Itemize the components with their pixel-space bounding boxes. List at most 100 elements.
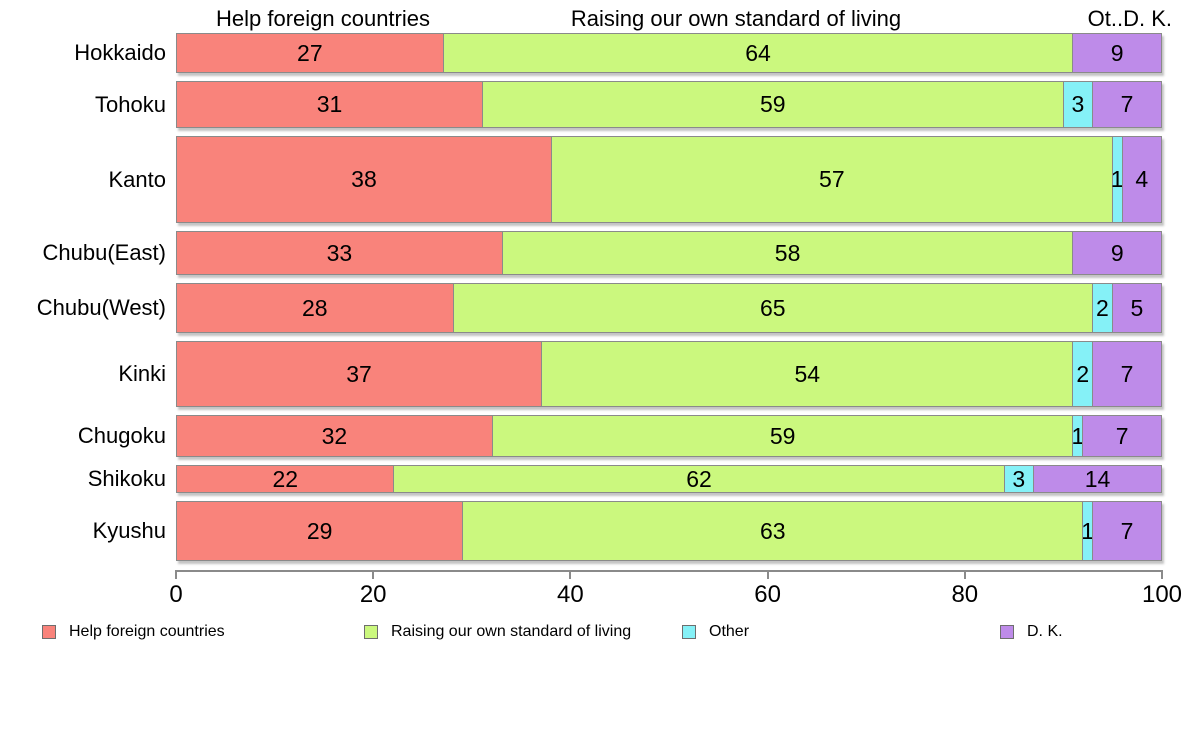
segment-value-label: 29 <box>306 517 333 544</box>
legend-swatch <box>364 625 378 639</box>
segment-value-label: 54 <box>794 360 821 387</box>
bar-segment-raising-our-own-standard-of-living: 63 <box>462 502 1083 560</box>
legend-item: Help foreign countries <box>42 623 225 641</box>
legend-label: Raising our own standard of living <box>391 623 632 640</box>
bar-segment-d-k: 9 <box>1072 34 1161 72</box>
bar-track: 31 59 3 7 <box>176 81 1162 128</box>
bar-segment-raising-our-own-standard-of-living: 58 <box>501 232 1073 274</box>
segment-value-label: 22 <box>272 465 299 492</box>
bar-track: 32 59 1 7 <box>176 415 1162 457</box>
bar-segment-other: 2 <box>1072 342 1093 406</box>
bar-segment-raising-our-own-standard-of-living: 65 <box>452 284 1093 332</box>
bar-segment-raising-our-own-standard-of-living: 54 <box>541 342 1073 406</box>
bar-segment-help-foreign-countries: 33 <box>177 232 502 274</box>
bar-row: Kanto 38 57 1 4 <box>0 136 1188 223</box>
segment-value-label: 32 <box>321 422 348 449</box>
bar-segment-d-k: 4 <box>1121 137 1161 222</box>
column-header-help-foreign: Help foreign countries <box>215 6 430 31</box>
bar-row: Chugoku 32 59 1 7 <box>0 415 1188 457</box>
row-label: Chubu(West) <box>36 295 166 320</box>
legend-item: Other <box>682 623 749 641</box>
segment-value-label: 3 <box>1071 91 1085 117</box>
segment-value-label: 3 <box>1012 465 1026 492</box>
segment-value-label: 1 <box>1081 517 1095 544</box>
legend-item: D. K. <box>1000 623 1063 641</box>
bar-segment-raising-our-own-standard-of-living: 57 <box>550 137 1112 222</box>
segment-value-label: 38 <box>351 166 377 192</box>
segment-value-label: 31 <box>316 91 343 117</box>
x-axis-tick-label: 60 <box>754 581 781 608</box>
segment-value-label: 2 <box>1096 294 1109 321</box>
bar-segment-raising-our-own-standard-of-living: 64 <box>442 34 1073 72</box>
bar-segment-d-k: 7 <box>1092 502 1161 560</box>
segment-value-label: 59 <box>769 422 796 449</box>
bar-track: 22 62 3 14 <box>176 465 1162 493</box>
bar-segment-help-foreign-countries: 28 <box>177 284 453 332</box>
row-label: Shikoku <box>87 466 166 491</box>
segment-value-label: 1 <box>1071 422 1085 449</box>
segment-value-label: 28 <box>301 294 328 321</box>
bar-segment-help-foreign-countries: 27 <box>177 34 443 72</box>
row-label: Chubu(East) <box>42 240 166 265</box>
bar-track: 29 63 1 7 <box>176 501 1162 561</box>
row-label: Kinki <box>118 361 166 386</box>
segment-value-label: 7 <box>1115 422 1129 449</box>
segment-value-label: 7 <box>1120 91 1134 117</box>
segment-value-label: 1 <box>1110 166 1124 192</box>
column-header-raising-standard: Raising our own standard of living <box>570 6 902 31</box>
x-axis-tick <box>766 570 769 579</box>
row-label: Kanto <box>108 166 167 192</box>
x-axis-tick-label: 100 <box>1141 581 1183 608</box>
segment-value-label: 33 <box>326 239 353 266</box>
row-label: Chugoku <box>77 423 166 448</box>
bar-row: Kyushu 29 63 1 7 <box>0 501 1188 561</box>
x-axis-tick <box>569 570 572 579</box>
row-label: Tohoku <box>95 91 166 117</box>
row-label: Kyushu <box>92 518 166 543</box>
segment-value-label: 37 <box>346 360 372 387</box>
bar-segment-other: 3 <box>1062 82 1093 127</box>
bar-row: Chubu(West) 28 65 2 5 <box>0 283 1188 333</box>
x-axis-tick-label: 0 <box>169 581 183 608</box>
legend-label: Other <box>709 623 750 640</box>
segment-value-label: 2 <box>1076 360 1090 387</box>
bar-segment-other: 2 <box>1092 284 1112 332</box>
bar-track: 28 65 2 5 <box>176 283 1162 333</box>
legend-swatch <box>1000 625 1014 639</box>
bar-segment-other: 1 <box>1110 137 1124 222</box>
segment-value-label: 64 <box>745 39 771 66</box>
x-axis-tick-label: 20 <box>359 581 387 608</box>
segment-value-label: 63 <box>760 517 786 544</box>
bar-row: Chubu(East) 33 58 9 <box>0 231 1188 275</box>
x-axis-line <box>176 570 1163 572</box>
bar-segment-raising-our-own-standard-of-living: 62 <box>393 466 1004 492</box>
bar-track: 27 64 9 <box>176 33 1162 73</box>
segment-value-label: 57 <box>819 166 845 192</box>
bar-segment-help-foreign-countries: 38 <box>177 137 551 222</box>
legend-label: D. K. <box>1027 623 1063 640</box>
legend-swatch <box>682 625 696 639</box>
bar-track: 33 58 9 <box>176 231 1162 275</box>
segment-value-label: 27 <box>297 39 323 66</box>
bar-segment-d-k: 7 <box>1092 82 1161 127</box>
bar-segment-help-foreign-countries: 32 <box>177 416 492 456</box>
bar-row: Hokkaido 27 64 9 <box>0 33 1188 73</box>
bar-segment-d-k: 14 <box>1033 466 1161 492</box>
segment-value-label: 9 <box>1110 239 1124 266</box>
bar-segment-d-k: 9 <box>1072 232 1161 274</box>
bar-row: Shikoku 22 62 3 14 <box>0 465 1188 493</box>
x-axis-tick <box>1161 570 1163 579</box>
segment-value-label: 58 <box>774 239 801 266</box>
bar-segment-d-k: 7 <box>1092 342 1161 406</box>
segment-value-label: 7 <box>1120 360 1134 387</box>
bar-segment-raising-our-own-standard-of-living: 59 <box>482 82 1063 127</box>
segment-value-label: 65 <box>760 294 786 321</box>
row-label: Hokkaido <box>74 40 166 65</box>
x-axis-tick-label: 80 <box>951 581 979 608</box>
legend-item: Raising our own standard of living <box>364 623 631 641</box>
x-axis-tick <box>963 570 966 579</box>
segment-value-label: 4 <box>1135 166 1149 192</box>
bar-segment-help-foreign-countries: 22 <box>177 465 394 492</box>
bar-segment-d-k: 7 <box>1082 416 1161 456</box>
